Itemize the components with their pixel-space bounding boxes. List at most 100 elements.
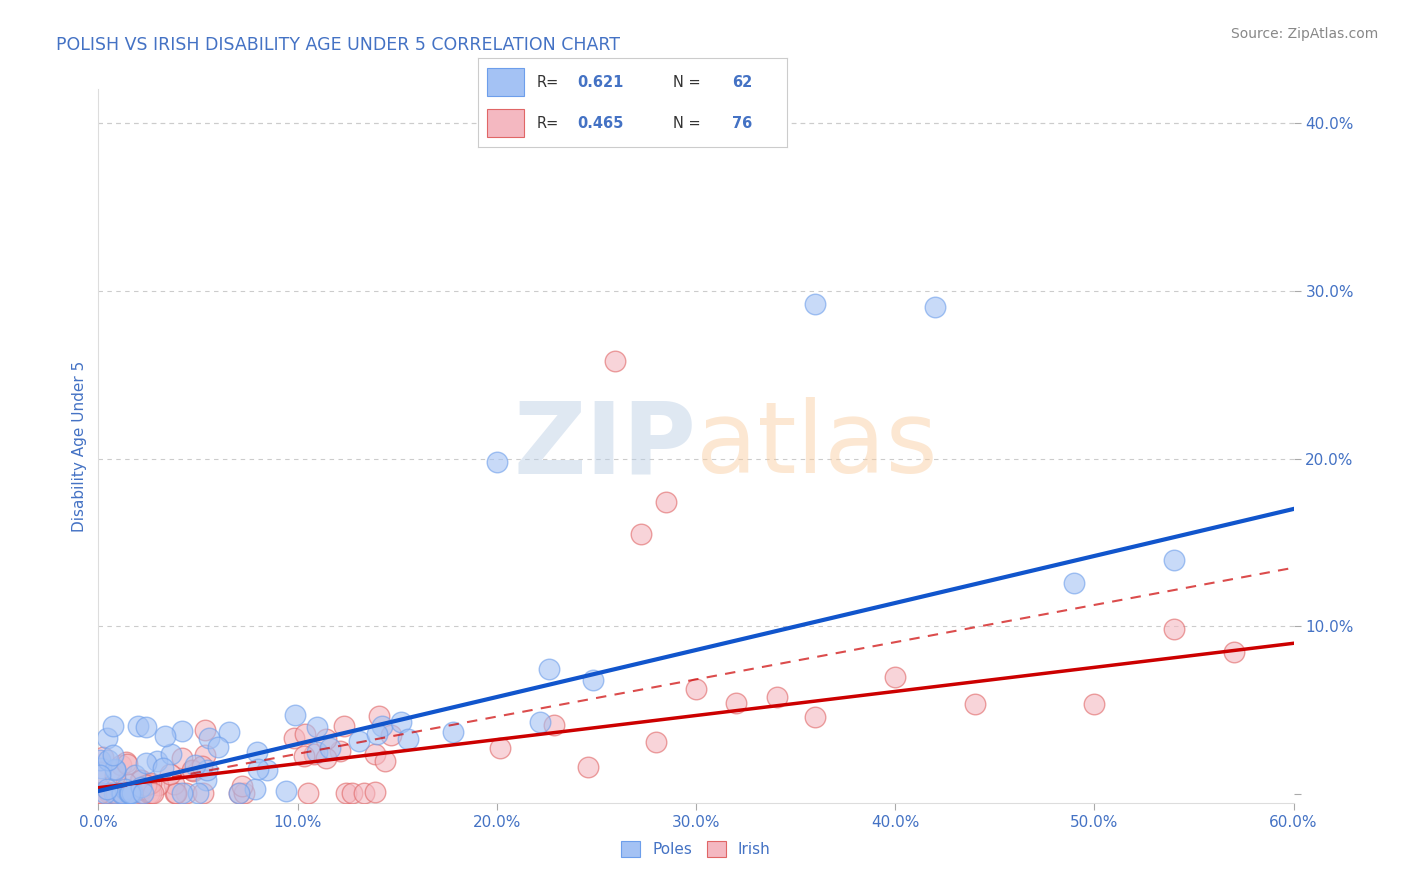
Point (292, 748, 315, 763)
Point (129, 772, 152, 787)
Point (146, 754, 169, 768)
Point (131, 782, 153, 797)
Text: N =: N = (673, 116, 700, 130)
Point (645, 735, 668, 749)
Point (165, 786, 187, 800)
Point (115, 776, 138, 790)
Point (115, 756, 138, 771)
Point (441, 725, 464, 739)
Point (274, 784, 297, 798)
Point (297, 786, 319, 800)
Point (191, 759, 214, 773)
Point (89, 768, 111, 782)
Point (347, 734, 370, 748)
Point (194, 747, 217, 762)
Point (152, 761, 174, 775)
Text: 62: 62 (731, 75, 752, 89)
Point (543, 718, 565, 732)
Point (318, 741, 340, 756)
Point (396, 732, 419, 747)
Point (110, 786, 132, 800)
Bar (488, 68, 524, 96)
Point (340, 786, 363, 800)
Point (91, 750, 114, 764)
Point (181, 764, 204, 779)
Point (246, 745, 269, 759)
Point (198, 731, 221, 745)
Text: Source: ZipAtlas.com: Source: ZipAtlas.com (1230, 27, 1378, 41)
Point (389, 715, 412, 730)
Point (1083, 697, 1105, 711)
Point (283, 731, 305, 745)
Point (368, 709, 391, 723)
Point (146, 778, 169, 792)
Point (218, 724, 240, 739)
Point (193, 786, 215, 800)
Point (135, 756, 157, 771)
Point (305, 746, 328, 760)
Point (105, 786, 128, 800)
Point (142, 786, 165, 800)
Point (114, 782, 136, 797)
Point (335, 786, 357, 800)
Point (374, 755, 396, 769)
Point (489, 741, 512, 756)
Point (294, 727, 316, 741)
Point (131, 786, 153, 800)
Point (246, 763, 269, 777)
Point (1163, 553, 1185, 567)
Point (380, 728, 402, 742)
Point (766, 690, 789, 704)
Point (582, 673, 605, 688)
Text: 0.621: 0.621 (576, 75, 623, 89)
Point (121, 786, 143, 800)
Point (184, 758, 207, 772)
Point (329, 744, 352, 758)
Point (159, 767, 181, 781)
Point (630, 527, 652, 541)
Point (364, 785, 387, 799)
Y-axis label: Disability Age Under 5: Disability Age Under 5 (72, 360, 87, 532)
Point (170, 786, 193, 800)
Point (603, 354, 626, 368)
Point (332, 719, 354, 733)
Point (243, 782, 266, 797)
Point (187, 786, 209, 800)
Point (96, 731, 118, 746)
Point (117, 786, 139, 800)
Point (100, 786, 122, 800)
Point (963, 697, 986, 711)
Point (485, 455, 508, 469)
Text: R=: R= (537, 75, 560, 89)
Point (89, 786, 111, 800)
Point (884, 670, 907, 684)
Point (371, 719, 394, 733)
Point (97, 786, 120, 800)
Point (103, 786, 125, 800)
Text: 0.465: 0.465 (576, 116, 623, 130)
Point (163, 777, 186, 791)
Point (685, 682, 707, 697)
Point (1063, 576, 1085, 591)
Point (233, 786, 256, 800)
Text: N =: N = (673, 75, 700, 89)
Point (101, 747, 124, 762)
Point (172, 751, 194, 765)
Point (165, 786, 187, 800)
Point (93, 786, 115, 800)
Point (155, 729, 177, 743)
Point (135, 720, 157, 734)
Point (135, 778, 157, 792)
Point (195, 773, 218, 788)
Legend: Poles, Irish: Poles, Irish (616, 835, 776, 863)
Point (139, 776, 162, 790)
Point (576, 760, 599, 774)
Point (120, 786, 142, 800)
Point (129, 780, 152, 794)
Point (129, 786, 152, 800)
Point (924, 301, 946, 315)
Point (176, 786, 198, 800)
Point (655, 495, 678, 509)
Point (194, 723, 217, 737)
Point (127, 719, 149, 733)
